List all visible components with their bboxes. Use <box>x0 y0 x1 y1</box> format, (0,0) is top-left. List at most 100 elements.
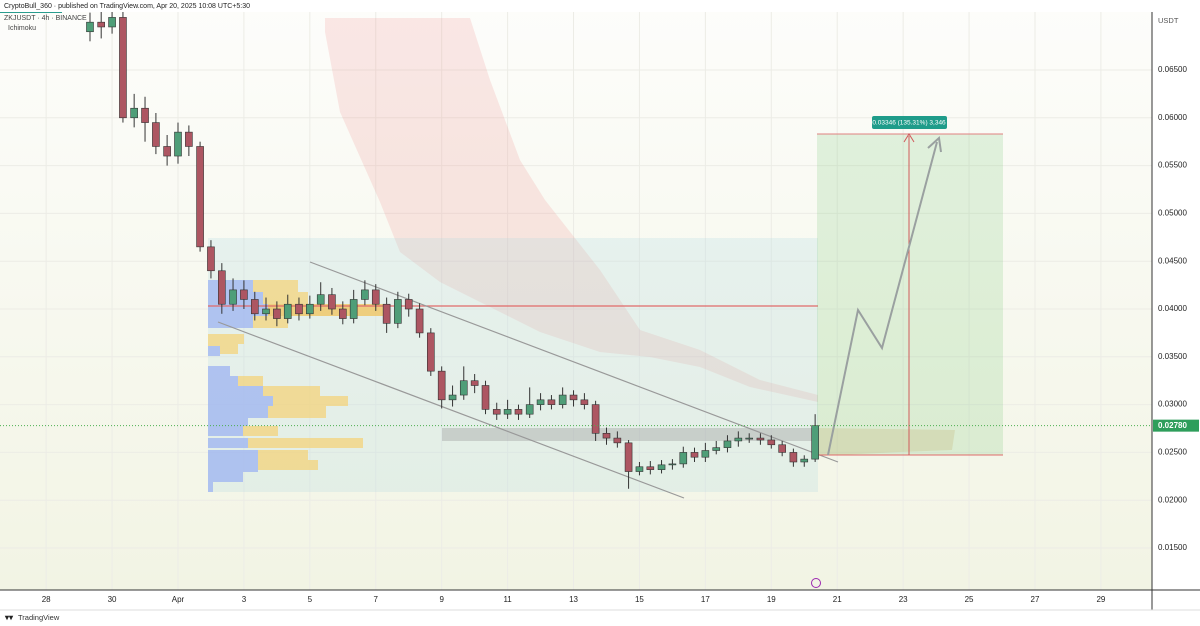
x-tick-label: 3 <box>242 595 247 604</box>
candle-body <box>789 452 798 463</box>
symbol: ZKJUSDT · 4h · BINANCE <box>4 15 87 22</box>
footer-bar <box>0 610 1200 626</box>
candle-body <box>646 466 655 470</box>
candle-body <box>778 444 786 453</box>
candle-body <box>328 294 336 310</box>
candle-body <box>427 332 435 372</box>
candle-body <box>141 107 149 123</box>
candle-body <box>295 303 303 315</box>
candle-body <box>283 303 292 319</box>
candle-body <box>602 432 611 439</box>
candle-body <box>196 146 204 248</box>
candle-body <box>558 394 567 405</box>
measure-arrowhead <box>903 133 915 143</box>
candle-body <box>163 146 171 157</box>
indicator-name: Ichimoku <box>8 25 36 32</box>
candle-body <box>745 437 754 440</box>
candle-body <box>569 394 578 401</box>
candle-body <box>811 425 819 460</box>
unit-label: USDT <box>1158 16 1179 25</box>
candle-body <box>240 289 248 300</box>
candle-body <box>624 442 633 472</box>
candle-body <box>174 131 182 157</box>
tv-logo: ▾▾ <box>4 613 14 622</box>
candle-body <box>207 246 215 272</box>
candle-body <box>756 437 765 441</box>
candle-body <box>580 399 589 405</box>
ichimoku-cloud <box>325 18 818 402</box>
y-tick-label: 0.03000 <box>1158 400 1187 409</box>
candle-body <box>459 380 468 396</box>
candle-body <box>382 303 391 324</box>
candle-body <box>97 21 105 28</box>
y-tick-label: 0.05500 <box>1158 161 1187 170</box>
candle-body <box>108 17 116 28</box>
support-zone <box>442 428 818 441</box>
x-tick-label: 7 <box>374 595 379 604</box>
x-tick-label: 21 <box>833 595 842 604</box>
candle-body <box>119 17 127 119</box>
candle-body <box>525 404 534 415</box>
candle-body <box>470 380 479 386</box>
candle-body <box>657 464 666 470</box>
candles <box>86 7 819 489</box>
candle-body <box>273 308 281 319</box>
candle-body <box>306 303 314 315</box>
position-label-box <box>872 116 947 129</box>
candle-body <box>316 294 325 305</box>
x-tick-label: 15 <box>635 595 644 604</box>
candle-body <box>800 458 809 463</box>
event-icon <box>811 578 821 588</box>
candle-body <box>767 439 776 446</box>
published-text: CryptoBull_360 · published on TradingVie… <box>4 3 250 10</box>
candle-body <box>86 21 94 33</box>
candle-body <box>514 409 523 415</box>
candle-body <box>448 394 457 401</box>
x-tick-label: 19 <box>767 595 776 604</box>
x-tick-label: 25 <box>965 595 974 604</box>
candle-body <box>503 409 512 415</box>
candle-body <box>591 404 600 434</box>
candle-body <box>361 289 369 300</box>
y-tick-label: 0.05000 <box>1158 209 1187 218</box>
candle-body <box>734 437 743 442</box>
candle-body <box>262 308 270 315</box>
x-tick-label: 30 <box>108 595 117 604</box>
header-bar <box>0 0 1200 12</box>
y-tick-label: 0.06000 <box>1158 113 1187 122</box>
candle-body <box>492 409 501 415</box>
projection-arrowhead <box>927 135 942 153</box>
candle-body <box>613 437 622 444</box>
candle-body <box>547 399 556 405</box>
candle-body <box>668 463 677 466</box>
y-tick-label: 0.01500 <box>1158 543 1187 552</box>
x-tick-label: 23 <box>899 595 908 604</box>
candle-body <box>218 270 226 305</box>
candle-body <box>371 289 380 305</box>
candle-body <box>229 289 237 305</box>
position-label: 0.03346 (135.31%) 3,346 <box>872 120 946 127</box>
y-tick-label: 0.03500 <box>1158 352 1187 361</box>
y-tick-label: 0.06500 <box>1158 65 1187 74</box>
x-tick-label: 11 <box>503 595 512 604</box>
y-tick-label: 0.02000 <box>1158 495 1187 504</box>
candle-body <box>130 107 138 119</box>
last-price-box <box>1153 419 1199 432</box>
footer-text: TradingView <box>18 613 60 622</box>
x-tick-label: 27 <box>1031 595 1040 604</box>
x-tick-label: 17 <box>701 595 710 604</box>
last-price-label: 0.02780 <box>1158 421 1187 430</box>
long-position <box>817 134 1003 455</box>
candle-body <box>404 299 413 310</box>
x-tick-label: 28 <box>42 595 51 604</box>
y-tick-label: 0.04500 <box>1158 256 1187 265</box>
candle-body <box>415 308 424 334</box>
candle-body <box>690 452 699 458</box>
plot-background <box>0 0 1152 590</box>
candle-body <box>338 308 347 319</box>
future-cloud <box>818 428 955 456</box>
candle-body <box>185 131 193 147</box>
candle-body <box>349 299 358 319</box>
